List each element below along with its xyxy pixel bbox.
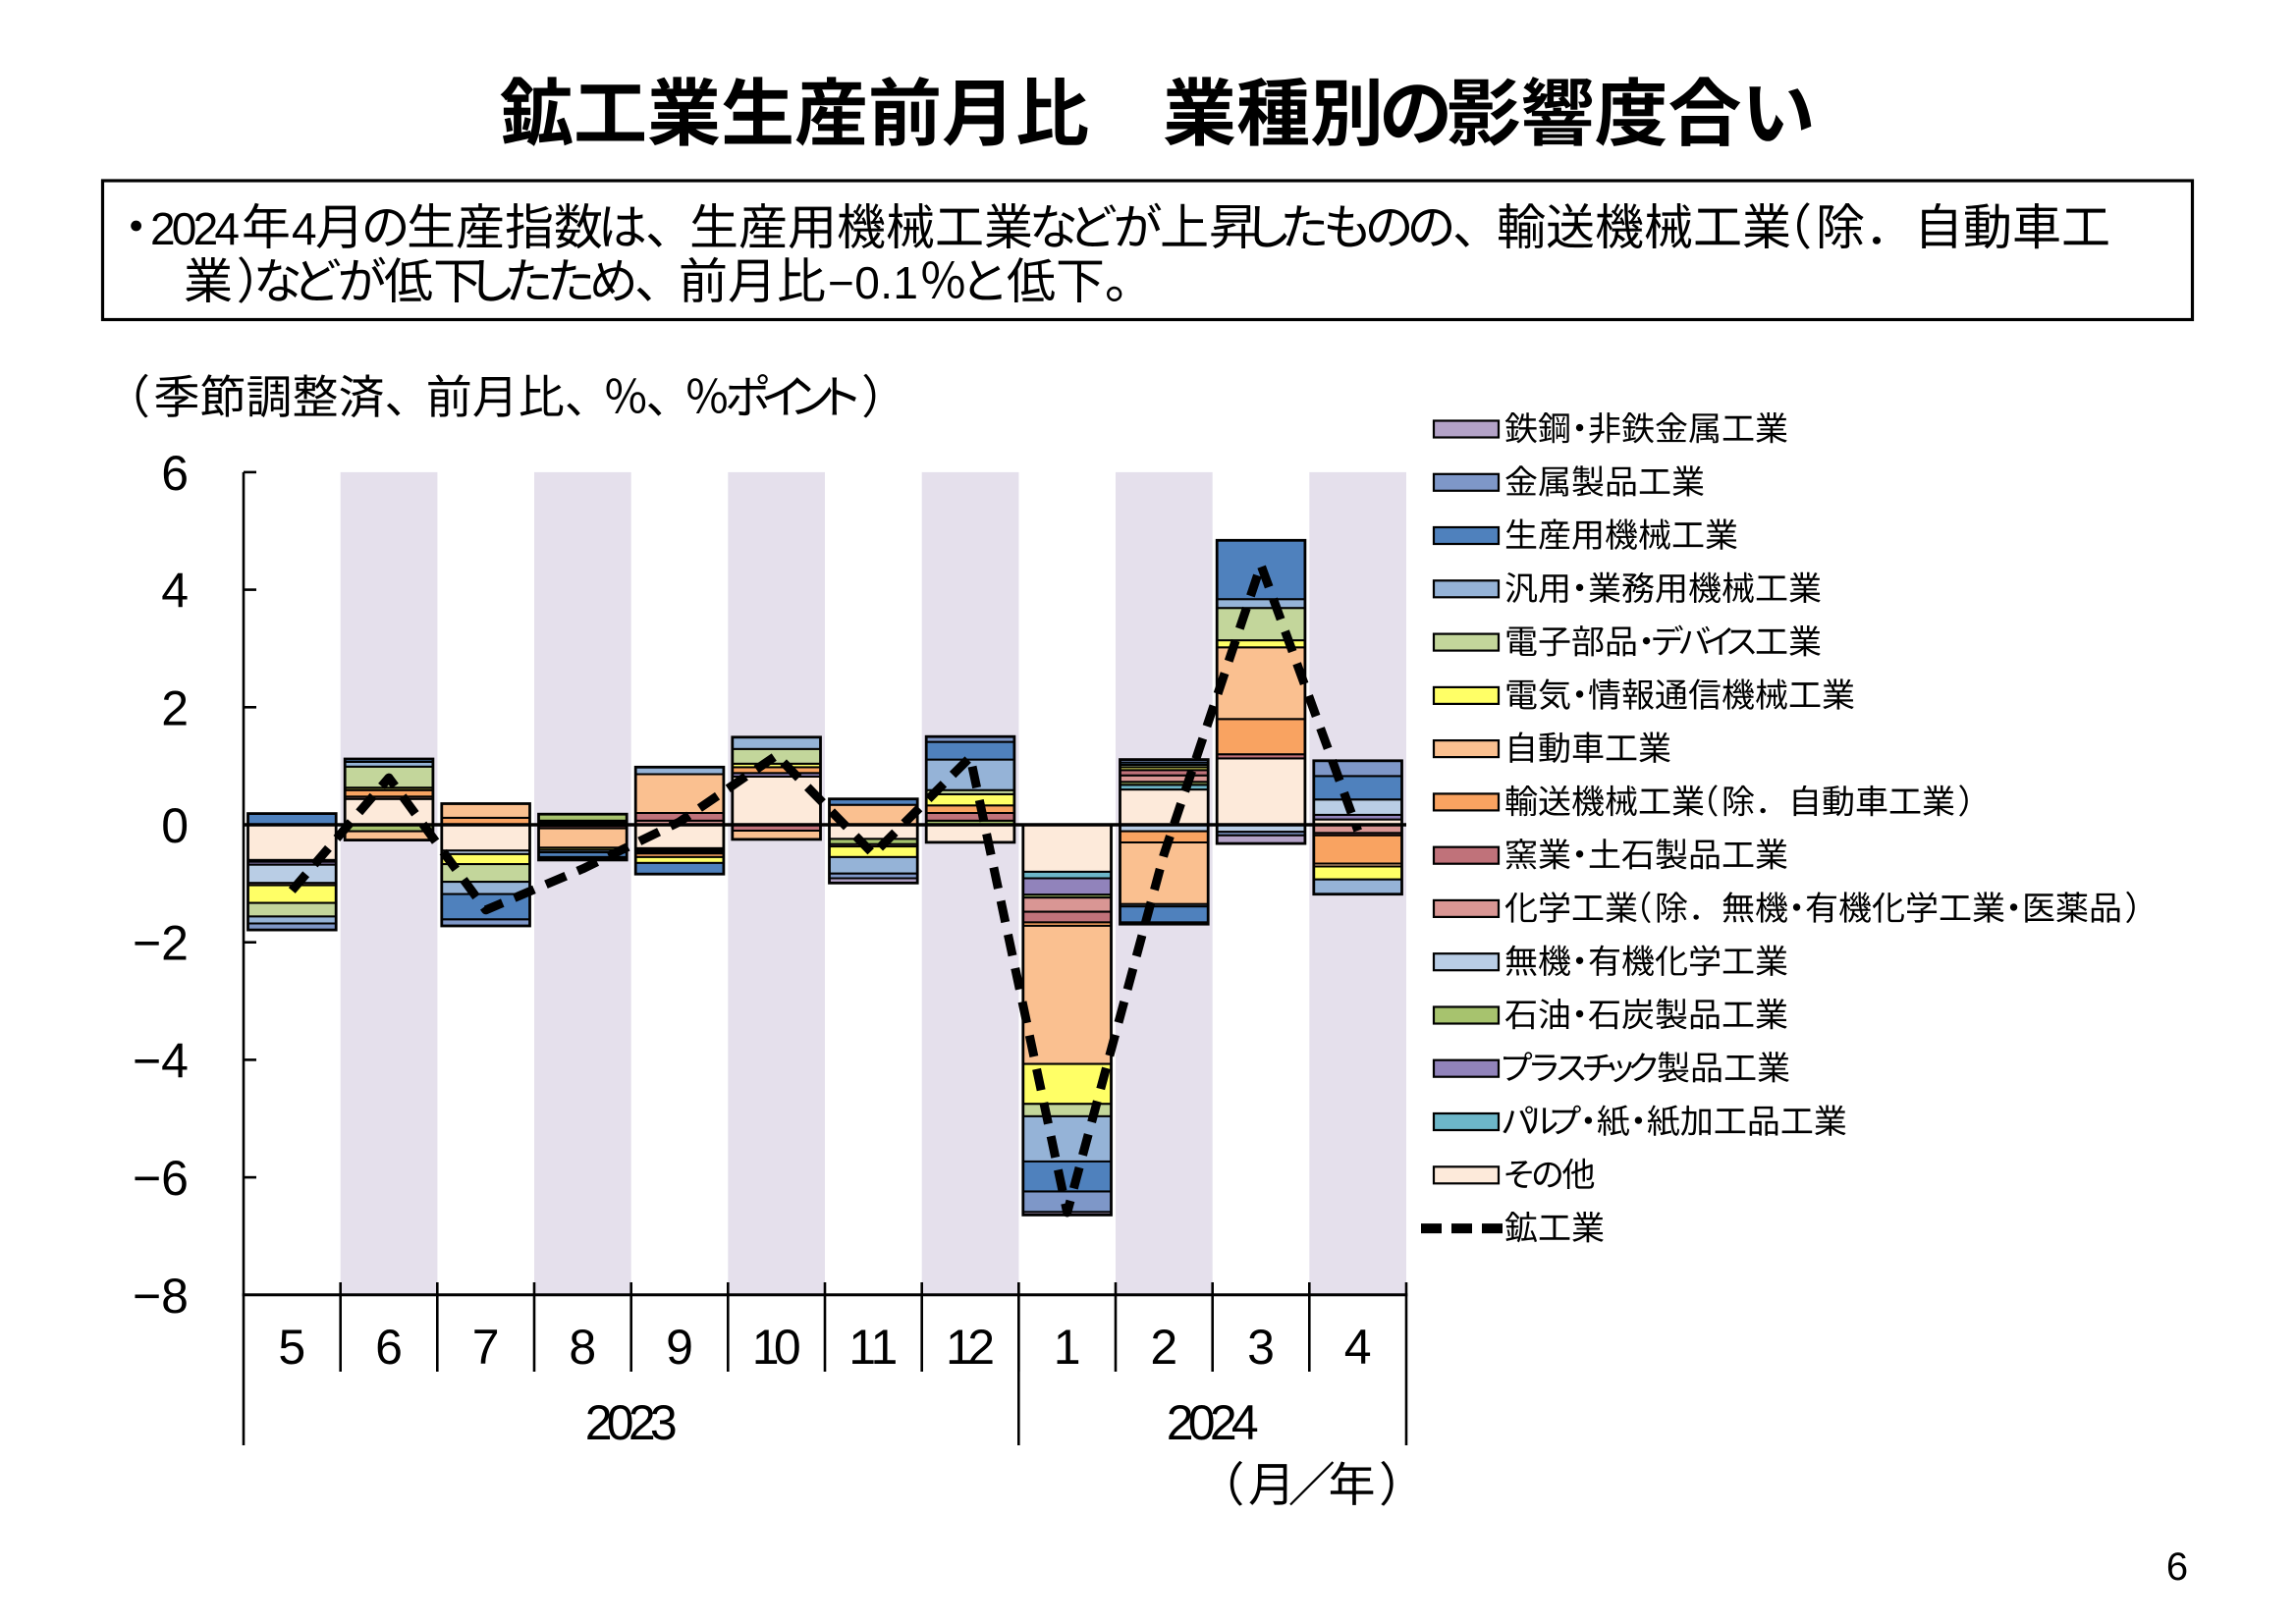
- svg-text:1: 1: [1054, 1320, 1081, 1375]
- svg-text:9: 9: [666, 1320, 693, 1375]
- svg-text:3: 3: [1247, 1320, 1275, 1375]
- svg-text:2: 2: [1150, 1320, 1177, 1375]
- svg-text:2024: 2024: [1167, 1395, 1259, 1450]
- svg-text:0: 0: [161, 798, 189, 853]
- svg-text:5: 5: [278, 1320, 305, 1375]
- svg-text:2: 2: [161, 680, 189, 735]
- svg-text:11: 11: [848, 1320, 898, 1375]
- svg-text:8: 8: [569, 1320, 596, 1375]
- svg-text:−4: −4: [133, 1033, 189, 1088]
- svg-text:10: 10: [752, 1320, 801, 1375]
- svg-text:4: 4: [161, 564, 189, 619]
- svg-text:6: 6: [375, 1320, 403, 1375]
- svg-text:−8: −8: [133, 1269, 189, 1324]
- svg-text:12: 12: [946, 1320, 995, 1375]
- svg-text:4: 4: [1344, 1320, 1372, 1375]
- svg-text:−0.1: −0.1: [828, 257, 918, 308]
- svg-text:2023: 2023: [585, 1395, 678, 1450]
- svg-text:2024: 2024: [150, 203, 240, 254]
- svg-text:6: 6: [2166, 1545, 2188, 1589]
- svg-text:4: 4: [292, 203, 317, 254]
- svg-text:−2: −2: [133, 916, 189, 971]
- svg-text:6: 6: [161, 446, 189, 501]
- svg-text:−6: −6: [133, 1151, 189, 1206]
- svg-text:7: 7: [472, 1320, 500, 1375]
